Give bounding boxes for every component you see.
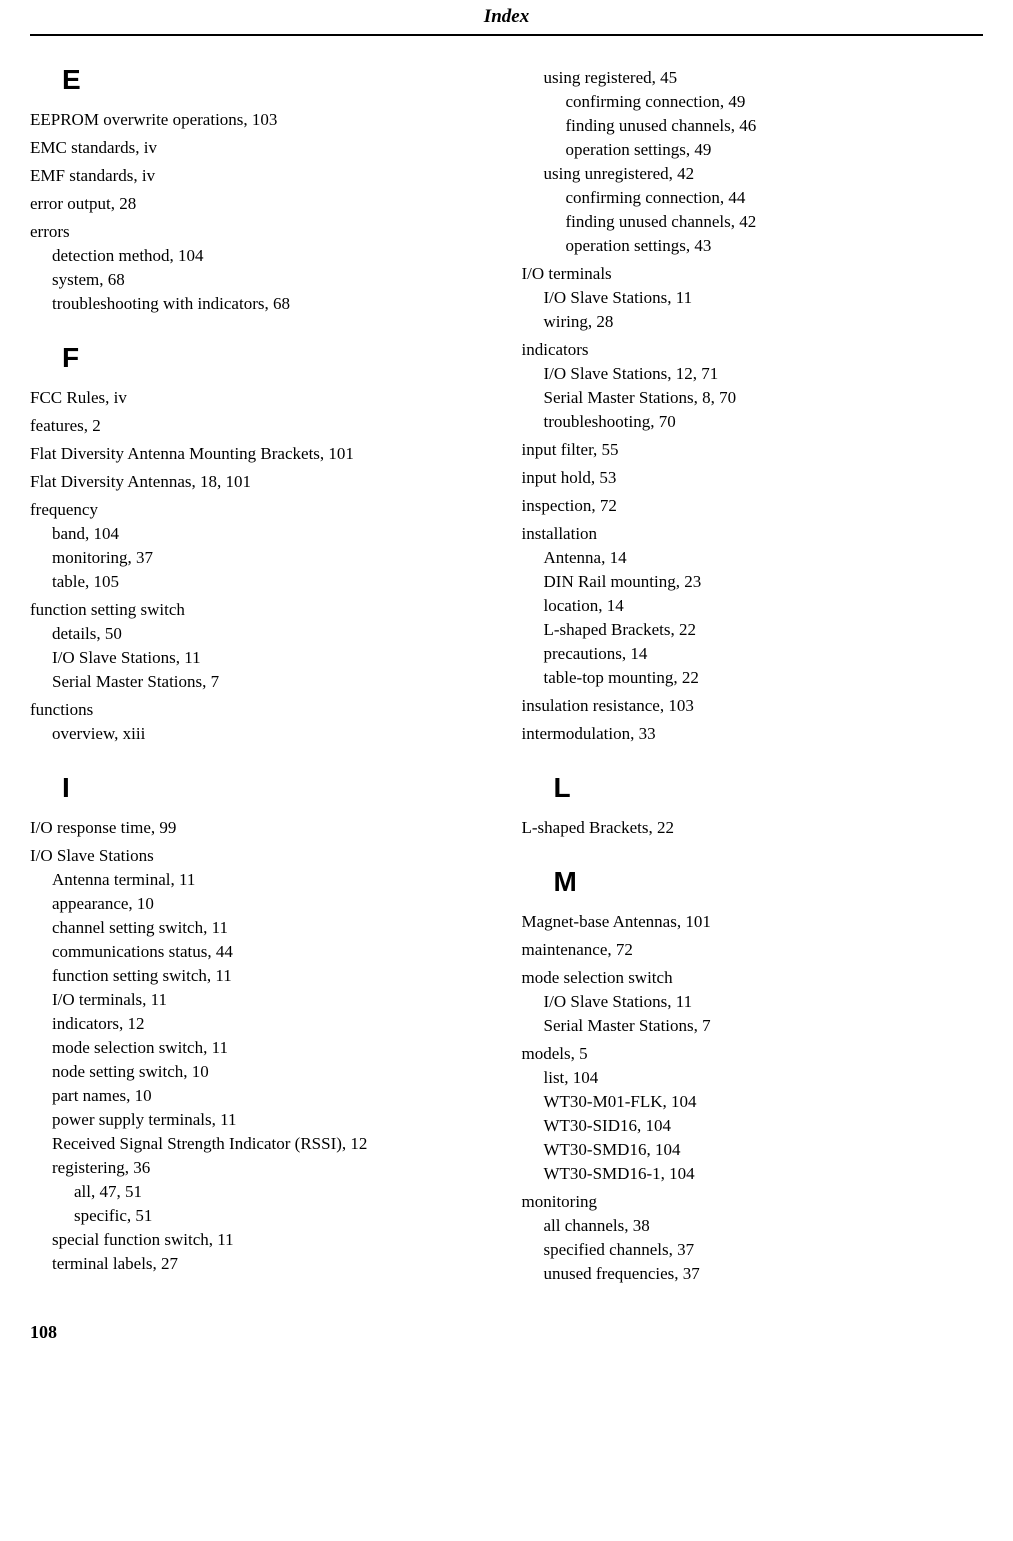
index-entry: WT30-SMD16-1, 104 (544, 1164, 984, 1184)
index-columns: E EEPROM overwrite operations, 103 EMC sta… (30, 64, 983, 1284)
index-entry: system, 68 (52, 270, 492, 290)
index-entry: channel setting switch, 11 (52, 918, 492, 938)
index-entry: I/O response time, 99 (30, 818, 492, 838)
index-entry: L-shaped Brackets, 22 (544, 620, 984, 640)
index-entry: Serial Master Stations, 7 (544, 1016, 984, 1036)
index-entry: I/O Slave Stations, 12, 71 (544, 364, 984, 384)
index-entry: finding unused channels, 42 (566, 212, 984, 232)
index-entry: WT30-SID16, 104 (544, 1116, 984, 1136)
index-entry: wiring, 28 (544, 312, 984, 332)
index-entry: WT30-M01-FLK, 104 (544, 1092, 984, 1112)
index-entry: specific, 51 (74, 1206, 492, 1226)
index-entry: troubleshooting, 70 (544, 412, 984, 432)
index-entry: specified channels, 37 (544, 1240, 984, 1260)
page-number: 108 (30, 1322, 983, 1343)
section-letter: I (62, 772, 492, 804)
section-letter: E (62, 64, 492, 96)
index-entry: I/O terminals (522, 264, 984, 284)
index-entry: table, 105 (52, 572, 492, 592)
index-entry: unused frequencies, 37 (544, 1264, 984, 1284)
index-entry: mode selection switch, 11 (52, 1038, 492, 1058)
index-entry: L-shaped Brackets, 22 (522, 818, 984, 838)
left-column: E EEPROM overwrite operations, 103 EMC sta… (30, 64, 492, 1284)
index-entry: maintenance, 72 (522, 940, 984, 960)
index-entry: confirming connection, 44 (566, 188, 984, 208)
index-entry: function setting switch (30, 600, 492, 620)
index-entry: operation settings, 43 (566, 236, 984, 256)
index-entry: inspection, 72 (522, 496, 984, 516)
index-entry: terminal labels, 27 (52, 1254, 492, 1274)
index-entry: band, 104 (52, 524, 492, 544)
index-entry: details, 50 (52, 624, 492, 644)
index-entry: I/O Slave Stations, 11 (544, 288, 984, 308)
index-entry: precautions, 14 (544, 644, 984, 664)
index-entry: EMC standards, iv (30, 138, 492, 158)
index-entry: error output, 28 (30, 194, 492, 214)
index-entry: Flat Diversity Antennas, 18, 101 (30, 472, 492, 492)
index-entry: appearance, 10 (52, 894, 492, 914)
index-entry: all channels, 38 (544, 1216, 984, 1236)
index-entry: part names, 10 (52, 1086, 492, 1106)
index-entry: features, 2 (30, 416, 492, 436)
index-entry: EMF standards, iv (30, 166, 492, 186)
index-entry: I/O terminals, 11 (52, 990, 492, 1010)
index-entry: mode selection switch (522, 968, 984, 988)
index-entry: Antenna terminal, 11 (52, 870, 492, 890)
index-entry: using unregistered, 42 (544, 164, 984, 184)
index-entry: Flat Diversity Antenna Mounting Brackets… (30, 444, 492, 464)
index-entry: using registered, 45 (544, 68, 984, 88)
index-entry: Serial Master Stations, 7 (52, 672, 492, 692)
index-entry: Magnet-base Antennas, 101 (522, 912, 984, 932)
index-entry: communications status, 44 (52, 942, 492, 962)
index-entry: registering, 36 (52, 1158, 492, 1178)
index-entry: EEPROM overwrite operations, 103 (30, 110, 492, 130)
index-entry: power supply terminals, 11 (52, 1110, 492, 1130)
index-entry: list, 104 (544, 1068, 984, 1088)
index-entry: FCC Rules, iv (30, 388, 492, 408)
index-entry: monitoring, 37 (52, 548, 492, 568)
index-entry: node setting switch, 10 (52, 1062, 492, 1082)
index-entry: Serial Master Stations, 8, 70 (544, 388, 984, 408)
page-header: Index (30, 0, 983, 36)
index-entry: input hold, 53 (522, 468, 984, 488)
index-entry: input filter, 55 (522, 440, 984, 460)
index-entry: functions (30, 700, 492, 720)
index-entry: WT30-SMD16, 104 (544, 1140, 984, 1160)
index-entry: indicators (522, 340, 984, 360)
index-entry: errors (30, 222, 492, 242)
index-entry: indicators, 12 (52, 1014, 492, 1034)
index-entry: confirming connection, 49 (566, 92, 984, 112)
index-entry: all, 47, 51 (74, 1182, 492, 1202)
index-entry: insulation resistance, 103 (522, 696, 984, 716)
index-entry: I/O Slave Stations (30, 846, 492, 866)
index-entry: Antenna, 14 (544, 548, 984, 568)
index-entry: location, 14 (544, 596, 984, 616)
index-entry: models, 5 (522, 1044, 984, 1064)
index-entry: table-top mounting, 22 (544, 668, 984, 688)
index-entry: installation (522, 524, 984, 544)
index-entry: I/O Slave Stations, 11 (52, 648, 492, 668)
index-entry: monitoring (522, 1192, 984, 1212)
index-entry: function setting switch, 11 (52, 966, 492, 986)
index-entry: troubleshooting with indicators, 68 (52, 294, 492, 314)
section-letter: L (554, 772, 984, 804)
section-letter: M (554, 866, 984, 898)
index-entry: intermodulation, 33 (522, 724, 984, 744)
index-entry: frequency (30, 500, 492, 520)
index-entry: finding unused channels, 46 (566, 116, 984, 136)
right-column: using registered, 45 confirming connectio… (522, 64, 984, 1284)
index-entry: operation settings, 49 (566, 140, 984, 160)
index-entry: DIN Rail mounting, 23 (544, 572, 984, 592)
index-entry: Received Signal Strength Indicator (RSSI… (52, 1134, 492, 1154)
section-letter: F (62, 342, 492, 374)
index-entry: overview, xiii (52, 724, 492, 744)
index-entry: special function switch, 11 (52, 1230, 492, 1250)
index-entry: detection method, 104 (52, 246, 492, 266)
index-entry: I/O Slave Stations, 11 (544, 992, 984, 1012)
